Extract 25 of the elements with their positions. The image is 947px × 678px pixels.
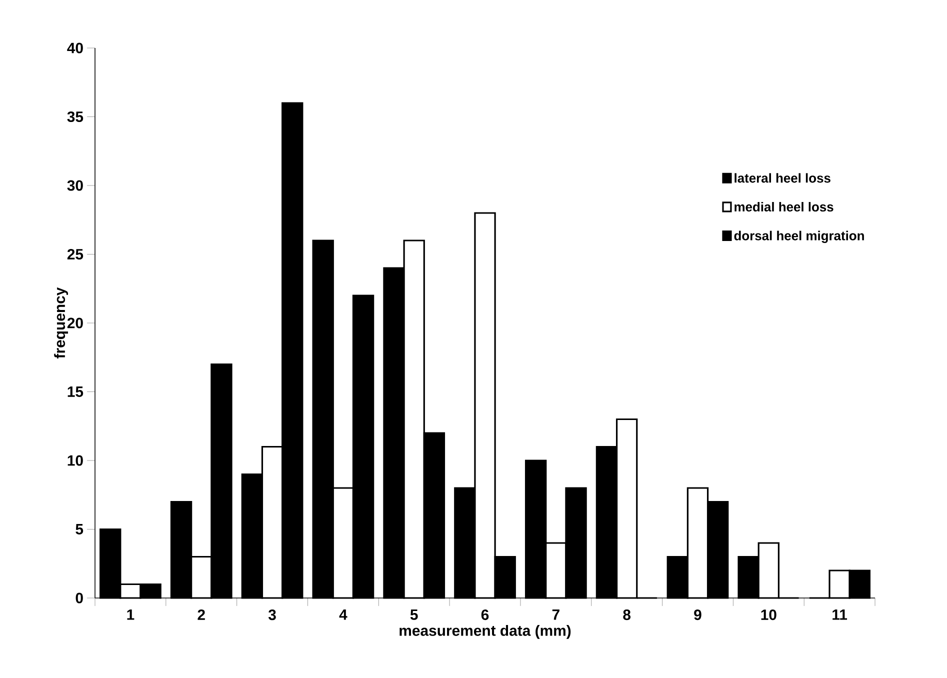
y-tick-label: 20 (67, 318, 83, 328)
y-tick-label: 5 (76, 524, 84, 534)
y-tick-label: 35 (67, 111, 84, 122)
x-axis-title: measurement data (mm) (400, 624, 571, 639)
x-tick-label: 3 (268, 609, 276, 620)
y-axis-title: frequency (54, 287, 68, 358)
x-tick-label: 9 (694, 609, 702, 620)
y-tick-label: 25 (67, 248, 84, 260)
y-tick-label: 15 (68, 386, 84, 397)
legend-label: dorsal heel migration (734, 230, 864, 243)
legend-label: medial heel loss (734, 202, 834, 212)
x-tick-label: 6 (481, 609, 489, 620)
x-tick-label: 11 (832, 609, 848, 620)
legend-label: lateral heel loss (734, 173, 830, 183)
x-tick-label: 10 (761, 609, 776, 620)
x-tick-label: 4 (339, 609, 348, 620)
y-tick-label: 40 (67, 42, 83, 54)
x-tick-label: 2 (198, 609, 205, 620)
y-tick-label: 30 (67, 180, 83, 191)
x-tick-label: 5 (410, 609, 418, 620)
y-tick-label: 0 (76, 592, 83, 604)
x-tick-label: 7 (552, 609, 560, 620)
y-tick-label: 10 (68, 455, 83, 466)
x-tick-label: 1 (127, 609, 134, 620)
x-tick-label: 8 (623, 609, 631, 620)
